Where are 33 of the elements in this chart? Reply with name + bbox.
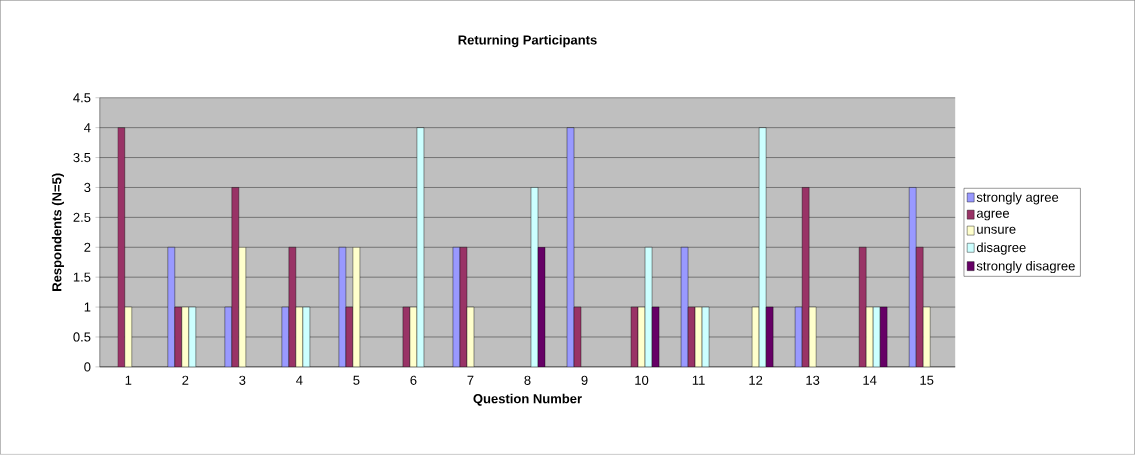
y-tick-label: 0 [84,362,91,372]
legend-label: unsure [977,226,1016,234]
legend-label: strongly disagree [976,261,1075,274]
y-tick-label: 4 [84,123,91,133]
x-tick-label: 7 [467,375,474,385]
legend-label: strongly agree [976,192,1059,205]
y-tick-label: 3 [84,183,91,193]
x-tick-label: 13 [806,375,820,386]
y-axis-title: Respondents (N=5) [51,173,65,292]
x-axis-title: Question Number [473,393,582,406]
x-tick-label: 5 [353,375,360,385]
x-tick-label: 9 [581,375,588,386]
legend-label: agree [976,210,1010,221]
x-tick-label: 1 [125,375,132,385]
y-tick-label: 1 [84,302,91,312]
x-tick-label: 15 [920,375,934,385]
y-tick-label: 2.5 [73,212,91,223]
x-tick-label: 12 [749,375,763,385]
x-tick-label: 3 [239,375,246,386]
x-tick-label: 10 [635,375,649,386]
y-tick-label: 2 [84,242,91,252]
x-tick-label: 6 [410,375,417,386]
y-tick-label: 3.5 [73,153,91,163]
y-tick-label: 1.5 [73,272,91,282]
legend-label: disagree [976,242,1026,255]
x-tick-label: 4 [296,375,303,385]
x-tick-label: 14 [863,375,877,385]
x-tick-label: 11 [692,375,705,385]
x-tick-label: 8 [524,375,531,386]
chart-title: Returning Participants [458,35,597,48]
y-tick-label: 0.5 [73,332,91,342]
y-tick-label: 4.5 [73,93,91,103]
x-tick-label: 2 [182,375,189,385]
